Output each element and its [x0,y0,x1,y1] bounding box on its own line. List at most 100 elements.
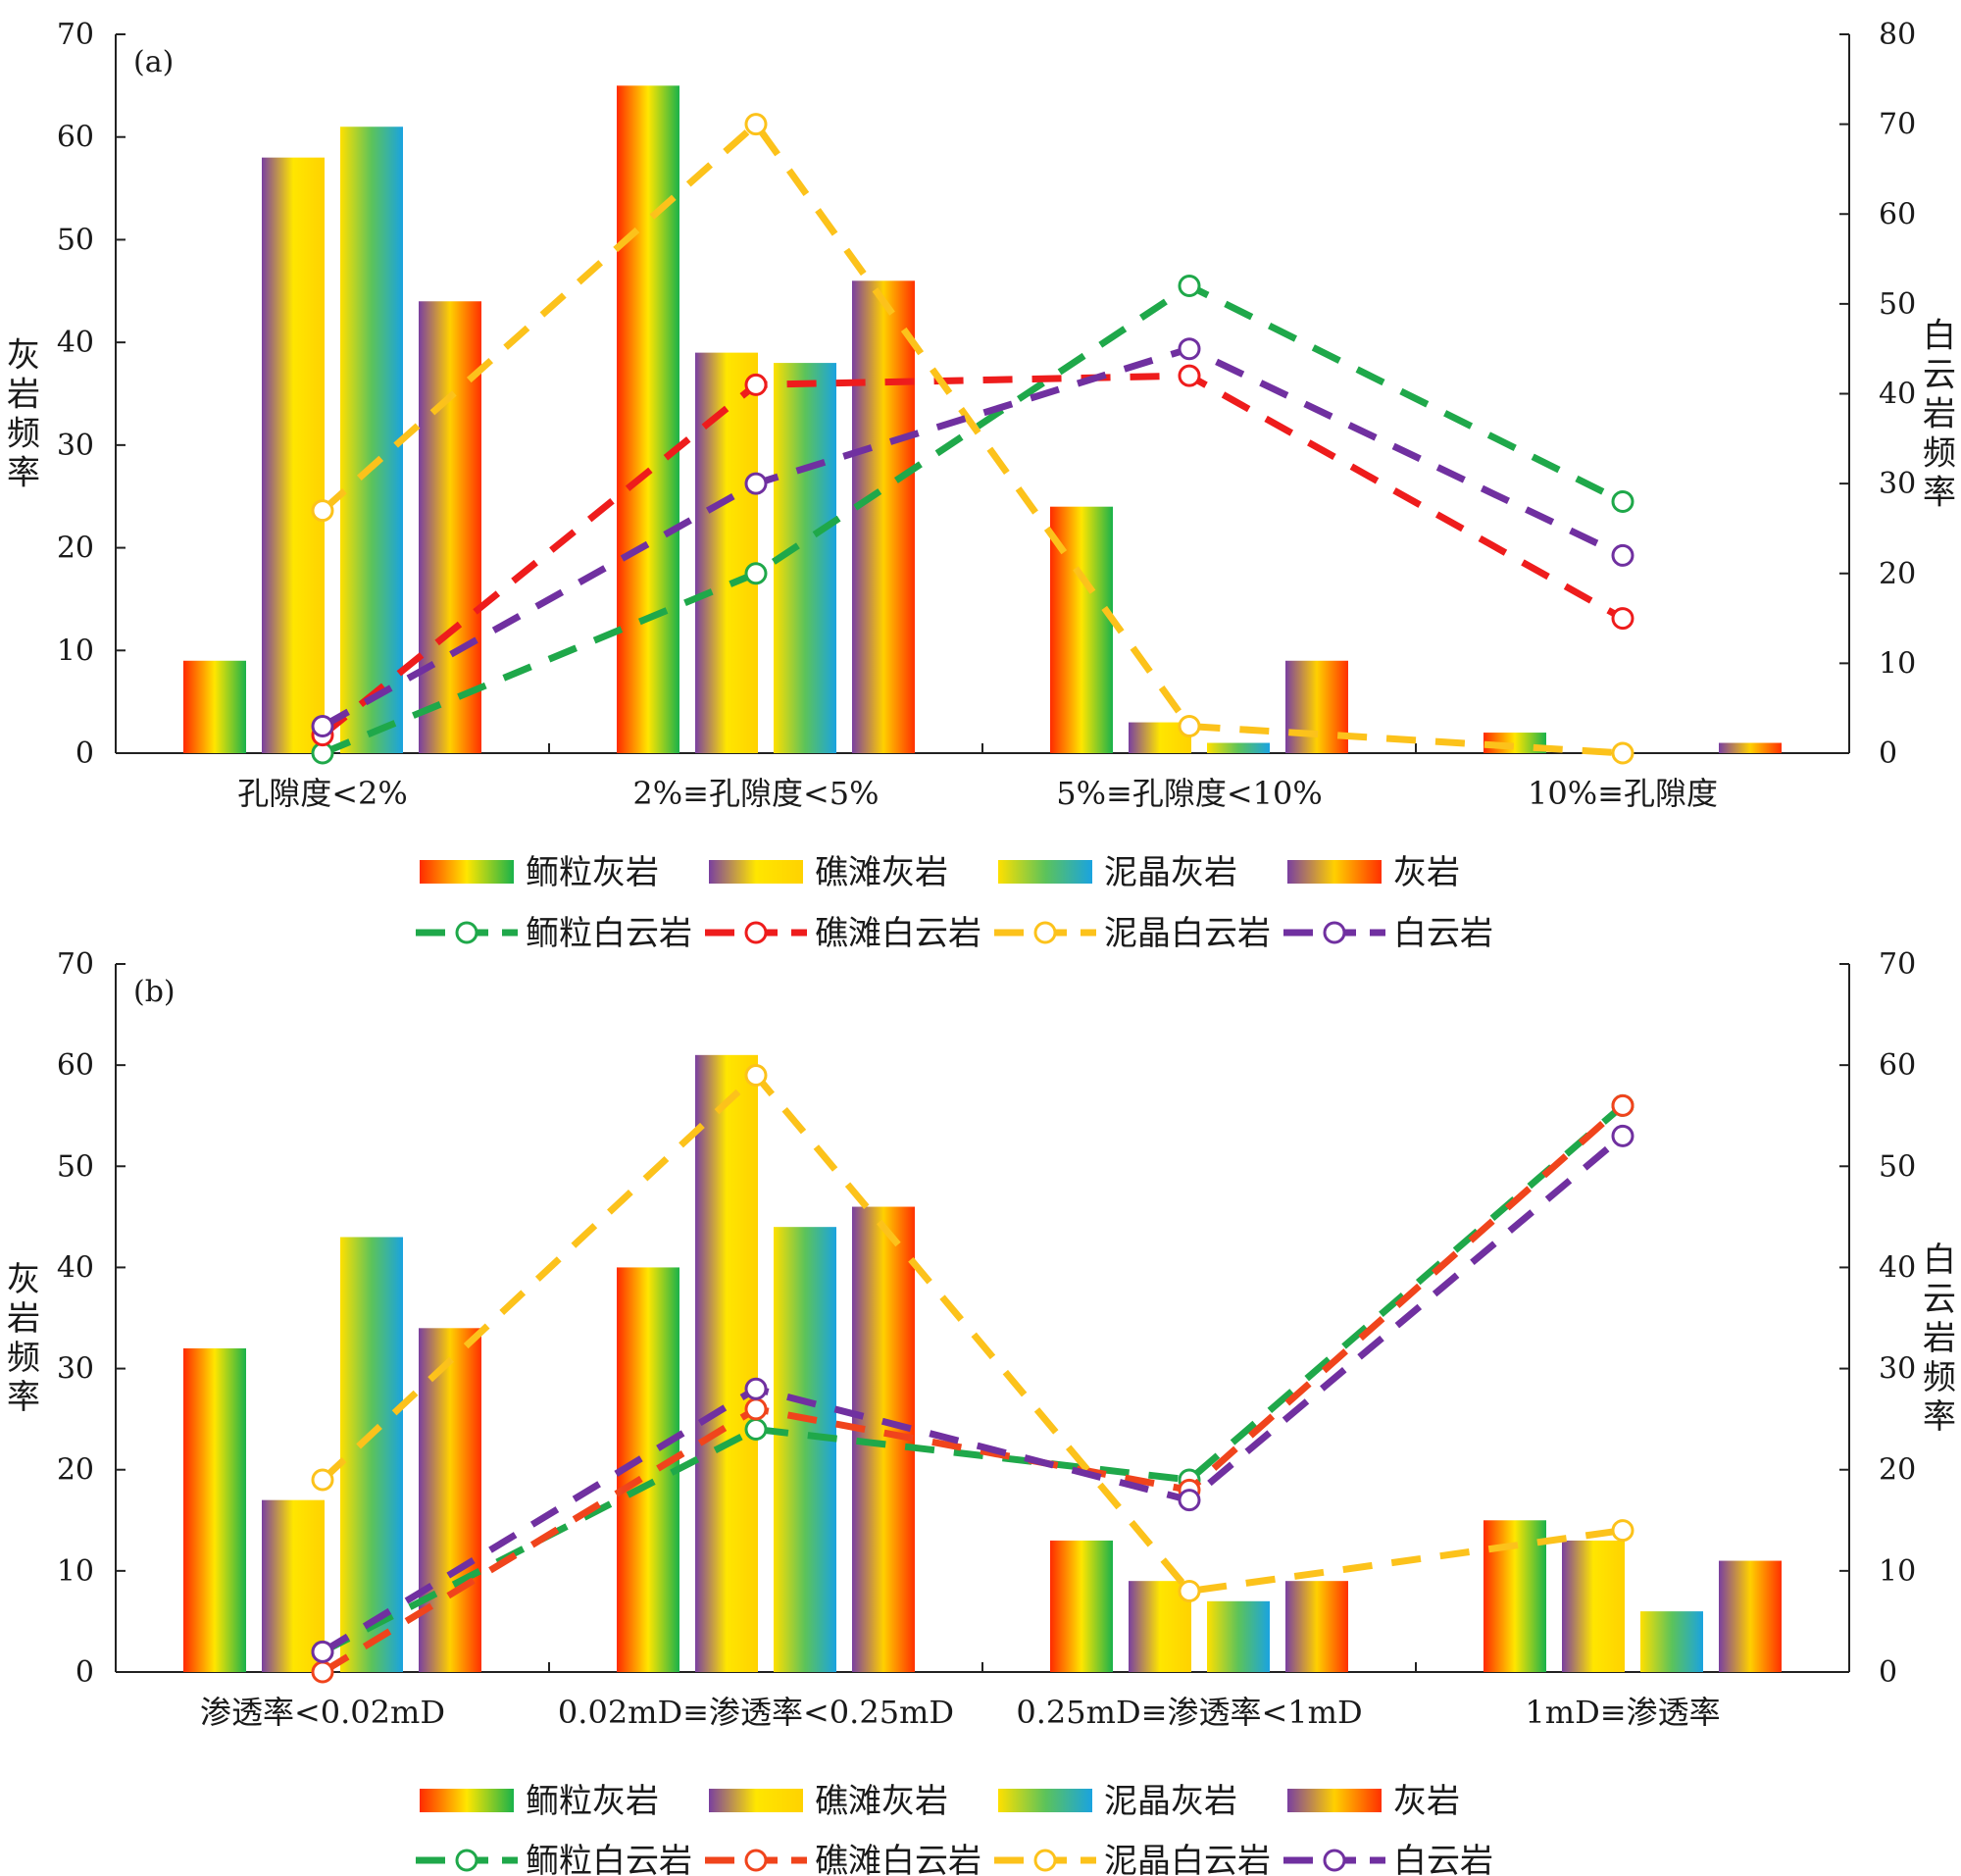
left-axis-title: 灰岩频率 [7,1260,40,1417]
bar-鲕粒灰岩-0 [183,1347,246,1672]
legend-label: 礁滩灰岩 [815,1782,948,1821]
right-tick-label: 0 [1879,1655,1897,1690]
right-tick-label: 0 [1879,736,1897,771]
right-tick-label: 60 [1879,1048,1916,1083]
line-白云岩 [321,344,1625,730]
legend-label: 白云岩 [1393,914,1493,953]
legend-label: 白云岩 [1393,1842,1493,1876]
legend-swatch-marker [1323,1849,1346,1872]
right-tick-label: 30 [1879,1352,1916,1387]
right-tick-label: 60 [1879,197,1916,231]
bar-灰岩-2 [1285,660,1348,753]
legend-swatch-marker [744,1849,768,1872]
category-label: 0.25mD≡渗透率<1mD [1016,1694,1362,1731]
left-tick-label: 70 [57,947,94,982]
left-tick-label: 70 [57,18,94,52]
category-label: 1mD≡渗透率 [1525,1694,1720,1731]
panel-label: (b) [133,975,176,1009]
panel-a-porosity: 0 10 20 30 40 50 60 70 0 10 20 30 40 50 60 70 80 灰岩频率 白云岩频… [7,18,1956,953]
legend-swatch-marker [1033,921,1057,944]
marker-白云岩-0 [311,715,334,738]
right-tick-label: 40 [1879,1250,1916,1285]
right-tick-label: 80 [1879,18,1916,52]
legend-swatch-bar [998,1789,1092,1812]
bar-礁滩灰岩-1 [695,1054,758,1672]
left-tick-label: 60 [57,1048,94,1083]
right-tick-label: 50 [1879,287,1916,322]
bar-泥晶灰岩-0 [340,1237,403,1672]
right-axis-title: 白云岩频率 [1923,317,1956,513]
line-鲕粒白云岩 [321,1102,1626,1655]
bar-礁滩灰岩-0 [262,1499,325,1672]
legend-label: 泥晶白云岩 [1104,1842,1271,1876]
marker-鲕粒白云岩-1 [744,562,768,585]
legend-swatch-marker [455,1849,478,1872]
bar-灰岩-0 [419,301,481,753]
marker-鲕粒白云岩-2 [1178,275,1201,298]
legend-label: 鲕粒白云岩 [526,1842,692,1876]
line-白云岩 [321,1133,1626,1655]
bar-泥晶灰岩-2 [1207,1600,1270,1672]
legend-swatch-bar [998,860,1092,884]
marker-鲕粒白云岩-3 [1611,489,1634,513]
right-tick-label: 10 [1879,646,1916,681]
right-tick-label: 20 [1879,1453,1916,1488]
bar-灰岩-3 [1719,742,1782,753]
bar-礁滩灰岩-1 [695,352,758,753]
left-tick-label: 20 [57,532,94,566]
marker-白云岩-0 [311,1640,334,1663]
legend-label: 鲕粒白云岩 [526,914,692,953]
legend-label: 鲕粒灰岩 [526,853,659,892]
right-tick-label: 40 [1879,378,1916,412]
panel-b-permeability: 0 10 20 30 40 50 60 70 0 10 20 30 40 50 60 70 灰岩频率 白云岩频率 (… [7,947,1956,1876]
line-礁滩白云岩 [321,1102,1626,1675]
bar-泥晶灰岩-1 [774,1227,836,1672]
line-泥晶白云岩 [320,1070,1624,1596]
legend-swatch-bar [709,860,803,884]
right-tick-label: 70 [1879,947,1916,982]
marker-礁滩白云岩-0 [311,1660,334,1684]
marker-礁滩白云岩-2 [1178,364,1201,387]
right-tick-label: 50 [1879,1149,1916,1184]
legend-label: 礁滩白云岩 [815,1842,981,1876]
panel-label: (a) [133,45,174,79]
marker-礁滩白云岩-3 [1611,1093,1634,1117]
legend-swatch-marker [455,921,478,944]
category-label: 0.02mD≡渗透率<0.25mD [558,1694,954,1731]
bar-礁滩灰岩-0 [262,157,325,753]
marker-白云岩-3 [1611,543,1634,567]
legend-label: 泥晶灰岩 [1104,853,1237,892]
left-tick-label: 0 [75,736,94,771]
right-tick-label: 70 [1879,108,1916,142]
legend-swatch-marker [1323,921,1346,944]
category-label: 10%≡孔隙度 [1528,775,1718,812]
bar-泥晶灰岩-2 [1207,742,1270,753]
bar-灰岩-0 [419,1328,481,1672]
marker-泥晶白云岩-3 [1611,741,1634,765]
legend-swatch-bar [709,1789,803,1812]
marker-泥晶白云岩-1 [744,113,768,136]
bar-泥晶灰岩-0 [340,127,403,753]
legend-label: 泥晶白云岩 [1104,914,1271,953]
marker-泥晶白云岩-1 [744,1063,768,1087]
category-label: 5%≡孔隙度<10% [1056,775,1323,812]
legend-swatch-marker [744,921,768,944]
bar-鲕粒灰岩-0 [183,660,246,753]
marker-礁滩白云岩-1 [744,1397,768,1421]
bar-灰岩-2 [1285,1581,1348,1672]
marker-白云岩-1 [744,472,768,495]
right-axis-title: 白云岩频率 [1923,1241,1956,1437]
category-label: 2%≡孔隙度<5% [632,775,879,812]
bar-灰岩-3 [1719,1560,1782,1672]
bar-礁滩灰岩-3 [1562,1540,1625,1672]
left-tick-label: 30 [57,429,94,463]
right-tick-label: 30 [1879,467,1916,501]
legend-label: 泥晶灰岩 [1104,1782,1237,1821]
legend-swatch-bar [420,860,514,884]
legend-label: 鲕粒灰岩 [526,1782,659,1821]
right-tick-label: 20 [1879,557,1916,591]
legend-label: 礁滩白云岩 [815,914,981,953]
marker-白云岩-3 [1611,1124,1634,1147]
legend-swatch-bar [1287,860,1382,884]
